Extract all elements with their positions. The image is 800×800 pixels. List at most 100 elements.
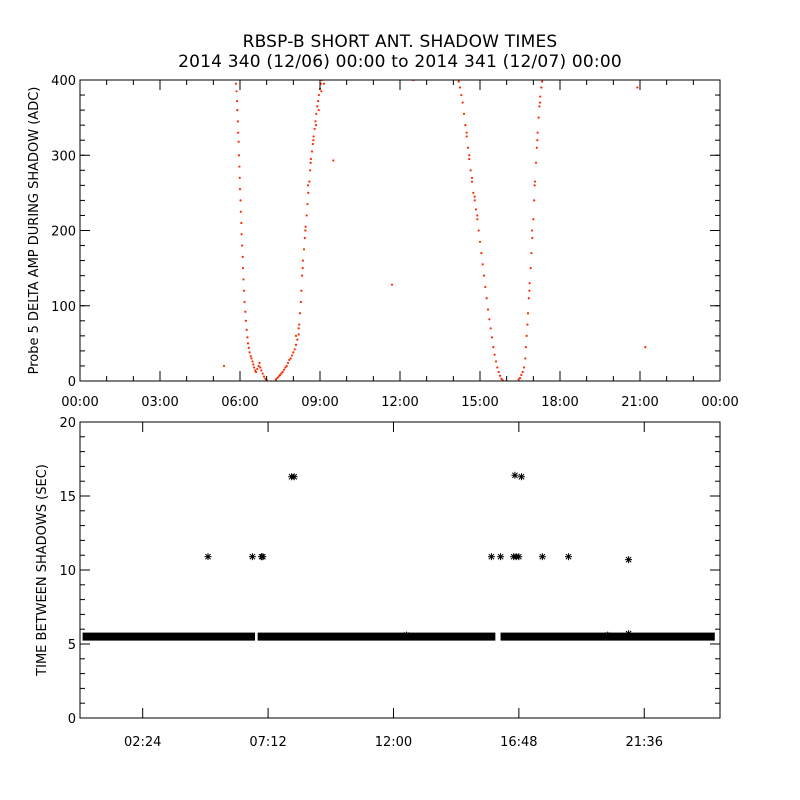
data-point [500,377,503,380]
data-point [222,364,226,368]
data-point [280,372,283,375]
data-point [286,361,290,365]
data-point [281,370,284,374]
data-point [538,553,546,561]
y-tick-label: 0 [68,375,76,390]
y-tick-label: 400 [51,74,76,89]
data-point [537,116,540,119]
data-point [497,553,505,561]
y-axis-label: Probe 5 DELTA AMP DURING SHADOW (ADC) [27,87,42,375]
data-point [656,633,664,641]
data-point [312,139,315,142]
data-point [290,354,294,357]
data-point [482,274,486,277]
data-point [470,180,474,183]
data-point [256,367,259,371]
baseline-band [257,632,496,641]
data-point [274,378,278,381]
data-point [473,195,476,198]
data-point [246,342,250,345]
data-point [522,366,526,369]
data-point [240,233,243,236]
data-point [301,259,305,262]
data-point [139,633,147,641]
data-point [296,338,299,341]
data-point [239,199,242,202]
data-point [468,157,471,161]
data-point [498,374,502,377]
data-point [186,633,194,641]
y-tick-label: 0 [68,712,76,727]
data-point [492,346,495,349]
data-point [307,191,310,194]
data-point [427,68,429,70]
data-point [527,297,530,300]
x-tick-label: 18:00 [541,395,578,410]
data-point [242,278,245,281]
data-point [303,236,306,240]
data-point [259,366,262,369]
data-point [246,336,249,339]
data-point [486,308,490,311]
x-tick-label: 12:00 [375,735,412,750]
data-point [462,112,466,115]
data-point [251,360,254,363]
x-tick-label: 07:12 [249,735,286,750]
data-point [315,112,318,115]
data-marks [82,471,715,641]
data-point [301,274,304,277]
data-point [310,150,314,153]
data-point [644,346,647,349]
data-point [235,90,238,93]
data-point [464,124,467,127]
baseline-band [82,632,256,641]
data-point [238,188,242,191]
data-point [524,346,527,349]
x-tick-label: 00:00 [701,395,738,410]
data-point [476,218,479,221]
data-point [295,633,303,641]
data-point [540,86,543,89]
data-point [243,300,246,304]
data-point [470,176,474,179]
data-point [259,553,267,561]
data-point [311,142,314,146]
data-point [403,631,411,639]
data-point [257,364,260,368]
x-tick-label: 21:00 [621,395,658,410]
y-tick-label: 20 [59,416,76,431]
data-point [476,214,479,217]
data-point [477,229,480,232]
data-point [466,146,470,149]
data-point [309,157,313,161]
data-point [458,86,462,89]
x-tick-label: 06:00 [221,395,258,410]
data-point [294,334,298,337]
data-point [517,378,520,381]
data-point [277,375,280,378]
y-tick-label: 100 [51,300,76,315]
data-point [317,93,321,97]
data-point [528,282,531,285]
data-point [541,80,544,83]
data-point [260,369,263,372]
data-point [249,355,252,358]
data-point [604,631,612,639]
data-point [536,131,539,134]
data-point [480,251,483,255]
data-point [292,351,295,354]
data-point [241,244,244,247]
data-point [234,82,238,85]
data-point [525,334,528,337]
data-point [536,139,539,142]
data-point [252,363,255,366]
data-point [262,375,266,378]
data-point [533,180,537,183]
data-point [304,229,307,232]
data-point [487,553,495,561]
y-tick-label: 5 [68,638,76,653]
data-point [485,297,488,300]
data-point [298,323,301,326]
data-point [314,124,318,127]
data-point [317,109,320,112]
